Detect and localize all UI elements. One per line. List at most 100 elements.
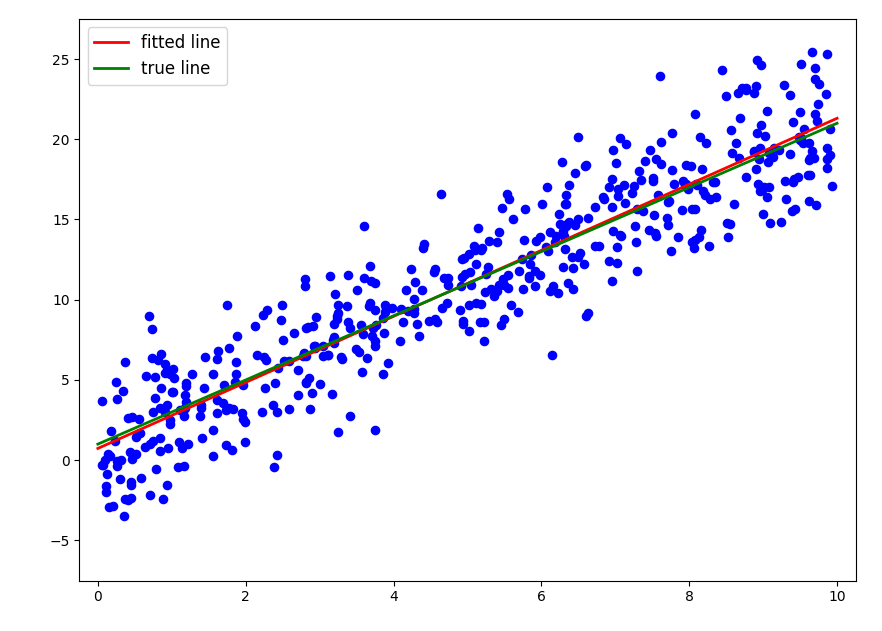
Point [627,221,641,231]
Point [534,270,548,280]
Point [210,354,224,364]
Point [452,305,467,316]
Point [732,153,746,163]
Point [587,202,602,212]
Point [287,327,301,338]
Point [170,461,184,471]
Point [566,263,580,273]
Point [298,273,312,283]
Point [750,127,764,138]
Point [661,197,675,207]
Point [572,252,586,262]
Point [331,427,345,437]
Point [527,281,542,291]
Point [685,237,699,247]
Point [654,159,668,169]
Point [166,364,180,374]
Point [407,293,421,304]
Point [729,138,743,148]
Point [133,428,147,438]
Point [454,281,468,291]
Point [124,493,138,503]
Point [588,240,602,251]
Point [519,204,533,214]
Point [515,254,529,264]
Point [302,322,316,332]
Point [94,396,108,406]
Point [225,445,239,455]
Point [693,132,707,142]
Point [352,347,366,357]
Point [298,378,312,388]
Point [266,462,280,472]
Point [654,71,668,81]
Point [803,138,817,148]
Point [181,439,195,449]
Point [179,381,193,391]
Point [808,62,822,73]
Point [727,199,741,209]
Point [206,369,220,379]
Point [274,316,288,326]
Point [559,221,573,231]
Point [368,341,382,351]
Point [364,276,378,286]
Point [668,179,682,189]
Point [378,304,392,314]
Point [277,357,291,367]
Point [555,157,569,167]
Point [360,353,374,363]
Point [291,365,305,375]
Point [610,258,624,268]
Point [517,235,531,245]
Point [754,121,768,131]
Point [739,83,753,93]
Point [557,232,572,242]
Point [749,81,763,91]
Point [377,307,392,317]
Point [512,266,527,276]
Point [362,301,376,311]
Point [461,300,475,310]
Point [577,259,591,269]
Point [646,174,660,184]
Point [368,336,382,346]
Point [125,412,139,422]
Point [533,232,547,242]
Point [192,411,206,422]
Point [709,192,723,202]
Point [153,433,167,443]
Point [129,432,143,442]
Point [825,181,839,191]
Point [121,495,135,505]
Point [210,395,224,405]
Point [177,461,191,471]
Point [326,332,340,342]
Point [725,148,739,158]
Point [758,131,772,141]
Point [153,446,167,456]
Point [609,158,623,168]
Point [106,501,120,511]
Point [270,407,284,417]
Point [535,199,549,209]
Point [228,369,243,379]
Point [761,157,775,167]
Point [468,245,482,255]
Point [428,314,442,324]
Point [777,80,791,90]
Point [377,369,391,379]
Point [501,283,515,293]
Point [477,336,491,346]
Point [679,179,693,189]
Point [175,443,189,453]
Point [684,204,699,214]
Point [747,146,761,156]
Point [786,177,800,187]
Point [559,190,573,200]
Point [102,502,116,512]
Point [497,280,512,290]
Point [404,264,418,274]
Point [527,266,542,276]
Point [368,305,382,316]
